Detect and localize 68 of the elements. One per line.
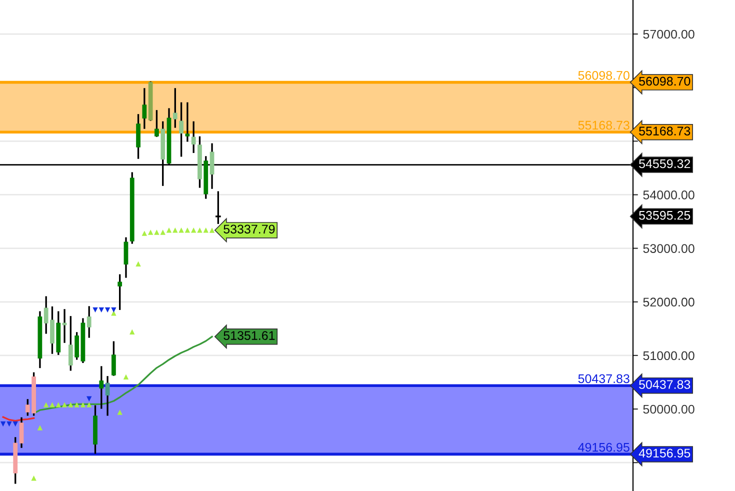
point bbox=[209, 228, 215, 233]
candlestick bbox=[118, 274, 122, 310]
candlestick bbox=[99, 366, 104, 409]
candlestick bbox=[179, 102, 184, 157]
point bbox=[184, 228, 190, 233]
point bbox=[203, 228, 208, 233]
point bbox=[43, 402, 49, 408]
y-tick-label: 52000.00 bbox=[643, 298, 694, 307]
point bbox=[166, 228, 172, 233]
y-tick-label: 50000.00 bbox=[643, 404, 694, 414]
ref-line-label: 55168.73 bbox=[639, 126, 690, 136]
candlestick bbox=[124, 237, 128, 278]
point bbox=[190, 228, 196, 233]
y-tick-label: 54000.00 bbox=[643, 190, 694, 200]
annotation: 49156.95 bbox=[578, 442, 630, 452]
annotation: 56098.70 bbox=[578, 70, 630, 80]
point bbox=[92, 307, 98, 313]
point bbox=[98, 307, 104, 313]
candlestick bbox=[105, 376, 110, 416]
ref-line-label: 49156.95 bbox=[638, 448, 690, 458]
y-tick-label: 53000.00 bbox=[643, 244, 694, 253]
point bbox=[31, 476, 36, 481]
point bbox=[12, 421, 18, 427]
point bbox=[172, 228, 178, 233]
point bbox=[123, 374, 129, 380]
point bbox=[62, 402, 68, 408]
candlestick bbox=[19, 417, 24, 448]
point bbox=[178, 228, 184, 233]
candlestick bbox=[142, 88, 147, 129]
ref-line-label: 50437.83 bbox=[639, 380, 690, 389]
point bbox=[86, 402, 92, 408]
candlestick bbox=[191, 121, 196, 153]
ref-line-label: 54559.32 bbox=[639, 159, 690, 168]
point bbox=[56, 402, 61, 408]
candlestick bbox=[136, 114, 140, 159]
point bbox=[6, 421, 12, 427]
text: 53595.25 bbox=[639, 210, 690, 220]
candlestick bbox=[74, 332, 80, 360]
point bbox=[130, 329, 135, 334]
point bbox=[111, 307, 116, 313]
point bbox=[148, 230, 154, 235]
candlestick bbox=[172, 88, 178, 128]
point bbox=[0, 421, 6, 427]
candlestick bbox=[62, 309, 67, 343]
candlestick bbox=[154, 110, 159, 137]
point bbox=[104, 307, 110, 313]
annotation: 50437.83 bbox=[578, 374, 630, 384]
point bbox=[50, 402, 55, 408]
candlestick bbox=[185, 102, 190, 142]
point bbox=[117, 410, 122, 415]
point bbox=[74, 402, 80, 408]
data-label: 53337.79 bbox=[224, 224, 275, 234]
point bbox=[160, 230, 166, 235]
point bbox=[142, 230, 148, 236]
candlestick bbox=[68, 316, 73, 371]
candlestick bbox=[112, 341, 116, 376]
data-label: 51351.61 bbox=[224, 331, 275, 340]
ref-line-label: 56098.70 bbox=[639, 76, 690, 86]
point bbox=[136, 261, 141, 266]
candlestick bbox=[86, 306, 92, 338]
annotation: 55168.73 bbox=[578, 120, 630, 130]
point bbox=[68, 402, 74, 408]
y-tick-label: 51000.00 bbox=[643, 351, 694, 360]
point bbox=[197, 228, 202, 233]
point bbox=[80, 402, 86, 408]
y-tick-label: 57000.00 bbox=[643, 30, 694, 39]
point bbox=[154, 230, 160, 235]
point bbox=[37, 425, 43, 430]
